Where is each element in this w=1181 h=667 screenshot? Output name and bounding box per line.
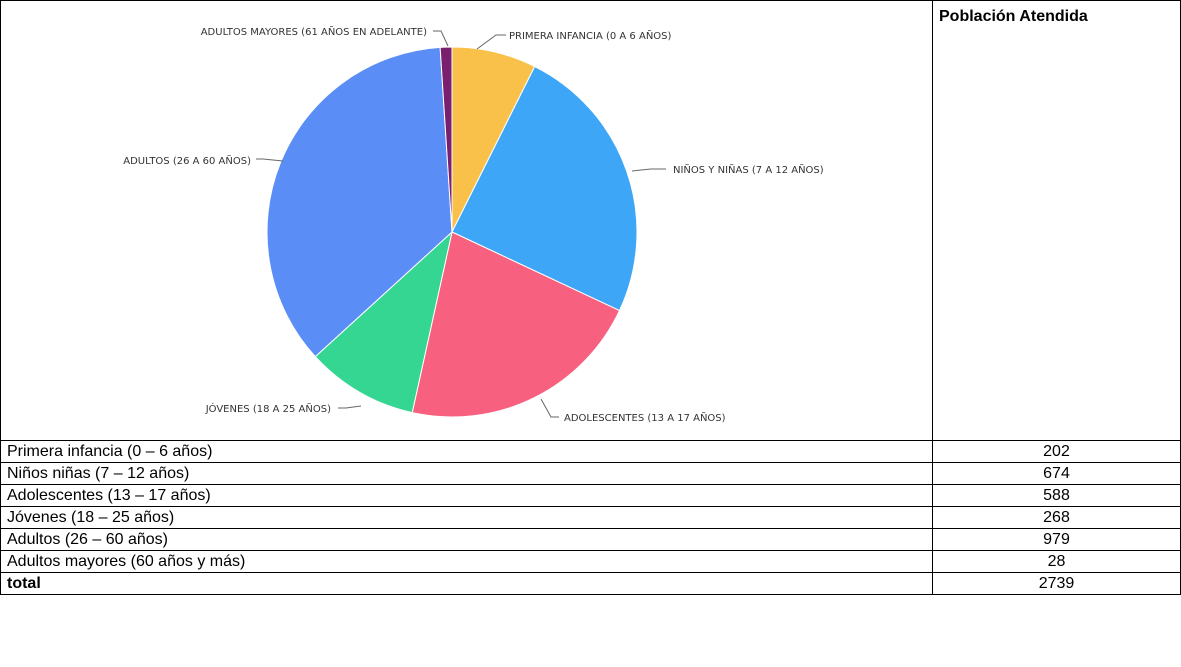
leader-line xyxy=(476,34,506,50)
slice-label: ADOLESCENTES (13 A 17 AÑOS) xyxy=(564,411,726,424)
pie-slice xyxy=(314,230,453,414)
table-row: Adultos (26 – 60 años) 979 xyxy=(0,528,1181,551)
row-label: Jóvenes (18 – 25 años) xyxy=(0,506,933,529)
slice-label: NIÑOS Y NIÑAS (7 A 12 AÑOS) xyxy=(673,163,824,176)
table-row: Primera infancia (0 – 6 años) 202 xyxy=(0,440,1181,463)
row-label: Niños niñas (7 – 12 años) xyxy=(0,462,933,485)
slice-label: PRIMERA INFANCIA (0 A 6 AÑOS) xyxy=(509,29,672,42)
row-value: 202 xyxy=(932,440,1181,463)
pie-slice xyxy=(266,46,453,358)
table-row: Adultos mayores (60 años y más) 28 xyxy=(0,550,1181,573)
row-label: Adultos mayores (60 años y más) xyxy=(0,550,933,573)
column-header: Población Atendida xyxy=(932,0,1181,441)
row-value: 268 xyxy=(932,506,1181,529)
population-table: PRIMERA INFANCIA (0 A 6 AÑOS) NIÑOS Y NIÑ… xyxy=(0,0,1181,595)
row-label: Primera infancia (0 – 6 años) xyxy=(0,440,933,463)
slice-label: ADULTOS (26 A 60 AÑOS) xyxy=(123,154,251,167)
pie-slice xyxy=(451,65,638,312)
leader-line xyxy=(540,398,559,418)
leader-line xyxy=(338,405,362,409)
row-value: 674 xyxy=(932,462,1181,485)
pie-chart: PRIMERA INFANCIA (0 A 6 AÑOS) NIÑOS Y NIÑ… xyxy=(123,25,824,424)
row-value: 979 xyxy=(932,528,1181,551)
row-value: 28 xyxy=(932,550,1181,573)
table-row: Niños niñas (7 – 12 años) 674 xyxy=(0,462,1181,485)
total-row: total 2739 xyxy=(0,572,1181,595)
pie-slice xyxy=(439,46,453,233)
pie-slice xyxy=(411,231,621,418)
row-label: Adultos (26 – 60 años) xyxy=(0,528,933,551)
leader-line xyxy=(631,168,666,172)
leader-line xyxy=(433,30,449,47)
row-label: Adolescentes (13 – 17 años) xyxy=(0,484,933,507)
total-label: total xyxy=(0,572,933,595)
table-row: Jóvenes (18 – 25 años) 268 xyxy=(0,506,1181,529)
leader-line xyxy=(256,158,284,162)
table-row: Adolescentes (13 – 17 años) 588 xyxy=(0,484,1181,507)
slice-label: JÓVENES (18 A 25 AÑOS) xyxy=(205,402,331,415)
row-value: 588 xyxy=(932,484,1181,507)
total-value: 2739 xyxy=(932,572,1181,595)
slice-label: ADULTOS MAYORES (61 AÑOS EN ADELANTE) xyxy=(201,25,427,38)
chart-cell: PRIMERA INFANCIA (0 A 6 AÑOS) NIÑOS Y NIÑ… xyxy=(0,0,933,441)
